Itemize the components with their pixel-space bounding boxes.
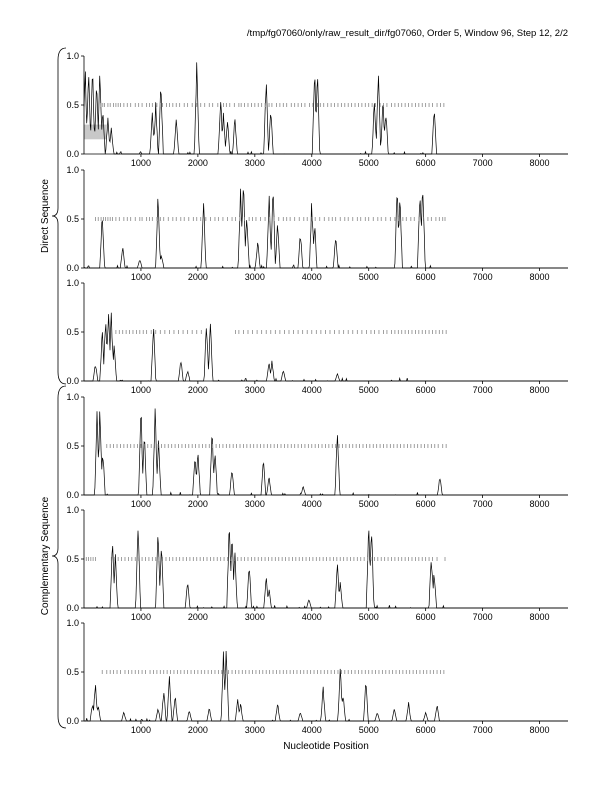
y-tick-label: 0.5 — [66, 214, 79, 224]
panels-group: 0.0 0.5 1.0 1000 2000 3000 4000 5000 6000 7000 800… — [66, 51, 568, 735]
x-tick-label: 5000 — [359, 272, 379, 282]
y-tick-label: 1.0 — [66, 51, 79, 61]
panel-direct-frame-3: 0.0 0.5 1.0 1000 2000 3000 4000 5000 6000 7000 800… — [66, 278, 568, 395]
x-tick-label: 3000 — [245, 612, 265, 622]
panel-complementary-frame-2: 0.0 0.5 1.0 1000 2000 3000 4000 5000 6000 7000 800… — [66, 505, 568, 622]
x-tick-label: 3000 — [245, 272, 265, 282]
x-tick-label: 2000 — [188, 725, 208, 735]
y-tick-label: 0.0 — [66, 603, 79, 613]
y-tick-label: 0.5 — [66, 667, 79, 677]
x-tick-label: 4000 — [302, 499, 322, 509]
y-tick-label: 1.0 — [66, 392, 79, 402]
x-tick-label: 2000 — [188, 612, 208, 622]
y-tick-label: 1.0 — [66, 505, 79, 515]
x-tick-label: 2000 — [188, 385, 208, 395]
x-tick-label: 8000 — [530, 272, 550, 282]
series-line — [84, 312, 568, 382]
header-title: /tmp/fg07060/only/raw_result_dir/fg07060… — [247, 28, 568, 39]
x-tick-label: 4000 — [302, 272, 322, 282]
y-tick-label: 0.5 — [66, 327, 79, 337]
x-tick-label: 7000 — [473, 499, 493, 509]
x-tick-label: 7000 — [473, 725, 493, 735]
x-tick-label: 3000 — [245, 725, 265, 735]
y-tick-label: 1.0 — [66, 278, 79, 288]
x-tick-label: 1000 — [131, 272, 151, 282]
x-tick-label: 6000 — [416, 612, 436, 622]
x-tick-label: 5000 — [359, 158, 379, 168]
x-tick-label: 7000 — [473, 272, 493, 282]
x-tick-label: 4000 — [302, 385, 322, 395]
x-tick-label: 6000 — [416, 272, 436, 282]
y-tick-label: 0.0 — [66, 490, 79, 500]
panel-direct-frame-1: 0.0 0.5 1.0 1000 2000 3000 4000 5000 6000 7000 800… — [66, 51, 568, 168]
x-tick-label: 1000 — [131, 499, 151, 509]
x-tick-label: 3000 — [245, 499, 265, 509]
y-tick-label: 1.0 — [66, 618, 79, 628]
x-tick-label: 1000 — [131, 612, 151, 622]
x-tick-label: 8000 — [530, 499, 550, 509]
x-tick-label: 2000 — [188, 272, 208, 282]
x-tick-label: 4000 — [302, 612, 322, 622]
x-tick-label: 3000 — [245, 158, 265, 168]
direct-sequence-label: Direct Sequence — [40, 179, 51, 253]
y-tick-label: 0.0 — [66, 149, 79, 159]
complementary-sequence-label: Complementary Sequence — [40, 496, 51, 615]
x-tick-label: 5000 — [359, 499, 379, 509]
x-tick-label: 6000 — [416, 158, 436, 168]
x-tick-label: 6000 — [416, 499, 436, 509]
x-tick-label: 6000 — [416, 725, 436, 735]
x-tick-label: 7000 — [473, 385, 493, 395]
y-tick-label: 0.5 — [66, 441, 79, 451]
complementary-bracket — [51, 385, 67, 729]
x-axis-title: Nucleotide Position — [283, 741, 369, 752]
y-tick-label: 0.5 — [66, 554, 79, 564]
x-tick-label: 7000 — [473, 612, 493, 622]
x-tick-label: 5000 — [359, 612, 379, 622]
panel-complementary-frame-3: 0.0 0.5 1.0 1000 2000 3000 4000 5000 6000 7000 800… — [66, 618, 568, 735]
x-tick-label: 8000 — [530, 725, 550, 735]
x-tick-label: 1000 — [131, 385, 151, 395]
x-tick-label: 2000 — [188, 499, 208, 509]
x-tick-label: 3000 — [245, 385, 265, 395]
series-line — [84, 408, 568, 496]
direct-bracket — [51, 47, 67, 385]
y-tick-label: 0.0 — [66, 263, 79, 273]
y-tick-label: 0.0 — [66, 716, 79, 726]
series-line — [83, 188, 568, 269]
y-tick-label: 1.0 — [66, 165, 79, 175]
x-tick-label: 1000 — [131, 158, 151, 168]
x-tick-label: 4000 — [302, 725, 322, 735]
x-tick-label: 5000 — [359, 385, 379, 395]
highlight-region — [84, 124, 107, 140]
series-line — [83, 62, 568, 155]
x-tick-label: 1000 — [131, 725, 151, 735]
y-tick-label: 0.5 — [66, 100, 79, 110]
panel-complementary-frame-1: 0.0 0.5 1.0 1000 2000 3000 4000 5000 6000 7000 800… — [66, 392, 568, 509]
x-tick-label: 8000 — [530, 385, 550, 395]
x-tick-label: 2000 — [188, 158, 208, 168]
x-tick-label: 5000 — [359, 725, 379, 735]
series-line — [84, 530, 568, 609]
x-tick-label: 7000 — [473, 158, 493, 168]
x-tick-label: 4000 — [302, 158, 322, 168]
y-tick-label: 0.0 — [66, 376, 79, 386]
x-tick-label: 6000 — [416, 385, 436, 395]
panel-direct-frame-2: 0.0 0.5 1.0 1000 2000 3000 4000 5000 6000 7000 800… — [66, 165, 568, 282]
x-tick-label: 8000 — [530, 158, 550, 168]
x-tick-label: 8000 — [530, 612, 550, 622]
series-line — [84, 650, 568, 723]
